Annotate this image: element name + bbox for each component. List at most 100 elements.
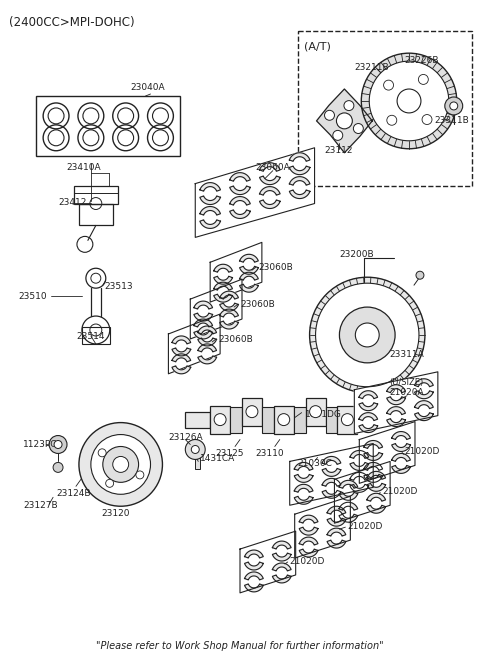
Text: 23311A: 23311A	[389, 350, 424, 359]
Circle shape	[355, 323, 379, 347]
Polygon shape	[415, 379, 433, 386]
Text: 23226B: 23226B	[404, 56, 439, 65]
Polygon shape	[168, 314, 220, 374]
Polygon shape	[299, 537, 318, 545]
Polygon shape	[240, 531, 296, 593]
Polygon shape	[198, 326, 216, 334]
Text: 23060B: 23060B	[240, 300, 275, 309]
Circle shape	[336, 113, 352, 129]
Polygon shape	[273, 553, 291, 561]
Circle shape	[103, 447, 139, 482]
Circle shape	[445, 97, 463, 115]
Circle shape	[310, 405, 322, 418]
Polygon shape	[273, 541, 291, 549]
Polygon shape	[230, 196, 250, 205]
Polygon shape	[339, 502, 358, 510]
Polygon shape	[359, 424, 378, 432]
Polygon shape	[360, 422, 415, 483]
Polygon shape	[327, 518, 346, 526]
Polygon shape	[194, 319, 213, 327]
Polygon shape	[359, 403, 378, 411]
Text: 23513: 23513	[105, 282, 133, 291]
Circle shape	[422, 115, 432, 124]
Text: 23211B: 23211B	[354, 63, 389, 72]
Circle shape	[113, 457, 129, 472]
Bar	[242, 398, 262, 426]
Text: 1123PC: 1123PC	[23, 440, 58, 449]
Circle shape	[315, 283, 419, 386]
Polygon shape	[327, 528, 346, 536]
Circle shape	[53, 462, 63, 472]
Polygon shape	[273, 563, 291, 571]
Polygon shape	[240, 272, 258, 280]
Circle shape	[387, 115, 397, 125]
Polygon shape	[172, 366, 191, 374]
Polygon shape	[214, 282, 232, 290]
Polygon shape	[260, 162, 280, 171]
FancyBboxPatch shape	[298, 31, 472, 185]
Polygon shape	[335, 461, 390, 523]
Polygon shape	[294, 484, 313, 493]
Polygon shape	[220, 291, 239, 299]
Polygon shape	[299, 527, 318, 535]
Polygon shape	[200, 183, 220, 191]
Text: 21020D: 21020D	[382, 487, 418, 496]
Circle shape	[278, 414, 290, 426]
Polygon shape	[359, 391, 378, 399]
Polygon shape	[339, 514, 358, 522]
Polygon shape	[322, 468, 341, 476]
Polygon shape	[367, 493, 385, 501]
Polygon shape	[289, 166, 310, 175]
Text: 23112: 23112	[324, 146, 353, 155]
Polygon shape	[387, 397, 406, 405]
Circle shape	[310, 277, 425, 393]
Text: 21030C: 21030C	[298, 459, 333, 468]
Polygon shape	[245, 572, 263, 580]
Polygon shape	[260, 187, 280, 195]
Polygon shape	[387, 384, 406, 392]
Bar	[210, 405, 230, 434]
Polygon shape	[172, 348, 191, 356]
Polygon shape	[198, 344, 216, 352]
Polygon shape	[194, 331, 213, 339]
Bar	[306, 398, 325, 426]
Text: (A/T): (A/T)	[304, 41, 331, 51]
Polygon shape	[350, 451, 369, 458]
Text: 23412: 23412	[58, 198, 86, 206]
Text: 23060A: 23060A	[255, 162, 289, 172]
Polygon shape	[294, 462, 313, 470]
Polygon shape	[392, 443, 410, 451]
Circle shape	[341, 414, 353, 426]
Polygon shape	[415, 401, 433, 409]
Text: (U/SIZE): (U/SIZE)	[389, 378, 423, 387]
Polygon shape	[200, 220, 220, 229]
Text: 1431CA: 1431CA	[200, 455, 236, 464]
Polygon shape	[339, 480, 358, 488]
Bar	[79, 204, 113, 225]
Polygon shape	[364, 474, 383, 482]
Polygon shape	[367, 472, 385, 479]
Circle shape	[136, 471, 144, 479]
Circle shape	[192, 445, 199, 453]
Polygon shape	[200, 196, 220, 204]
Polygon shape	[350, 462, 369, 470]
Text: 23120: 23120	[101, 509, 130, 518]
Polygon shape	[190, 279, 242, 339]
Polygon shape	[172, 354, 191, 362]
Polygon shape	[200, 206, 220, 215]
Polygon shape	[364, 462, 383, 470]
Text: 23126A: 23126A	[168, 432, 203, 441]
Circle shape	[91, 434, 151, 495]
Circle shape	[333, 130, 343, 140]
Polygon shape	[289, 153, 310, 161]
Circle shape	[450, 102, 458, 110]
Polygon shape	[245, 584, 263, 592]
Polygon shape	[350, 472, 369, 480]
Text: (2400CC>MPI-DOHC): (2400CC>MPI-DOHC)	[9, 16, 135, 29]
Bar	[230, 407, 242, 432]
Polygon shape	[415, 413, 433, 421]
Bar	[337, 405, 357, 434]
Polygon shape	[289, 190, 310, 198]
Bar	[195, 455, 200, 470]
Text: 23125: 23125	[215, 449, 244, 458]
